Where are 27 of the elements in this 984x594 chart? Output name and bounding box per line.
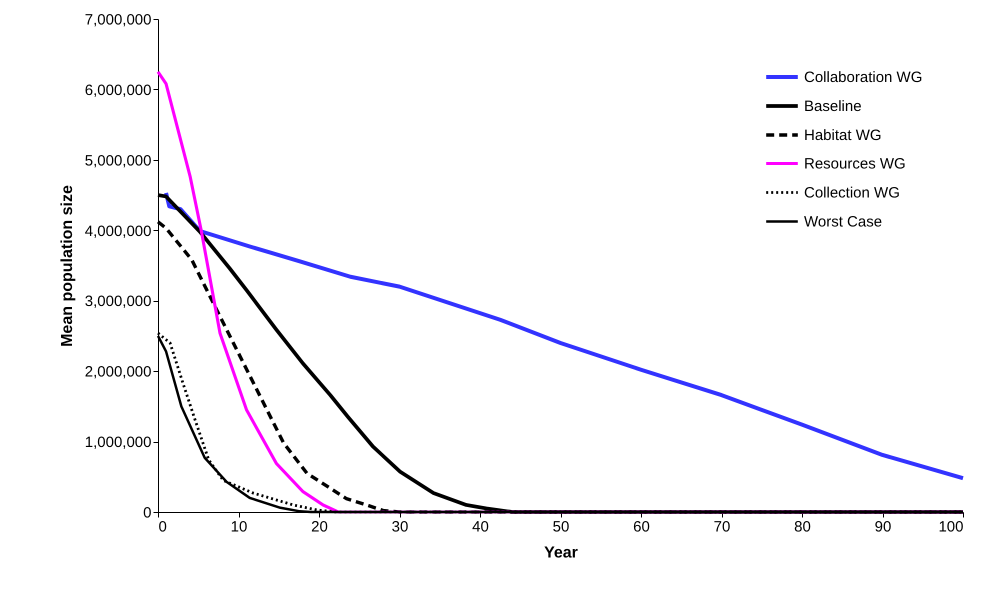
y-tick-label: 3,000,000 [84,293,152,310]
y-tick-label: 4,000,000 [84,222,152,240]
x-tick-label: 20 [311,518,328,536]
y-tick-label: 1,000,000 [84,434,152,452]
x-tick-label: 30 [392,518,408,536]
legend-label: Worst Case [804,214,882,230]
legend-label: Habitat WG [804,127,882,144]
legend-label: Baseline [804,98,862,115]
x-tick-label: 100 [938,518,964,536]
x-tick-label: 90 [874,518,892,536]
y-axis-title: Mean population size [58,185,76,347]
x-tick-label: 80 [794,518,811,536]
legend-label: Collection WG [804,184,900,202]
x-tick-label: 0 [158,518,167,536]
legend-label: Resources WG [804,156,906,172]
y-tick-label: 2,000,000 [84,364,152,381]
x-tick-label: 10 [230,518,248,536]
x-tick-label: 40 [472,518,489,536]
x-axis-title: Year [544,544,578,562]
x-tick-label: 60 [633,518,650,536]
legend-label: Collaboration WG [804,69,922,86]
y-tick-label: 6,000,000 [84,82,152,99]
x-tick-label: 50 [552,518,570,536]
y-tick-label: 5,000,000 [84,152,152,170]
y-tick-label: 0 [143,504,152,522]
x-tick-label: 70 [714,518,730,536]
y-tick-label: 7,000,000 [84,12,152,28]
